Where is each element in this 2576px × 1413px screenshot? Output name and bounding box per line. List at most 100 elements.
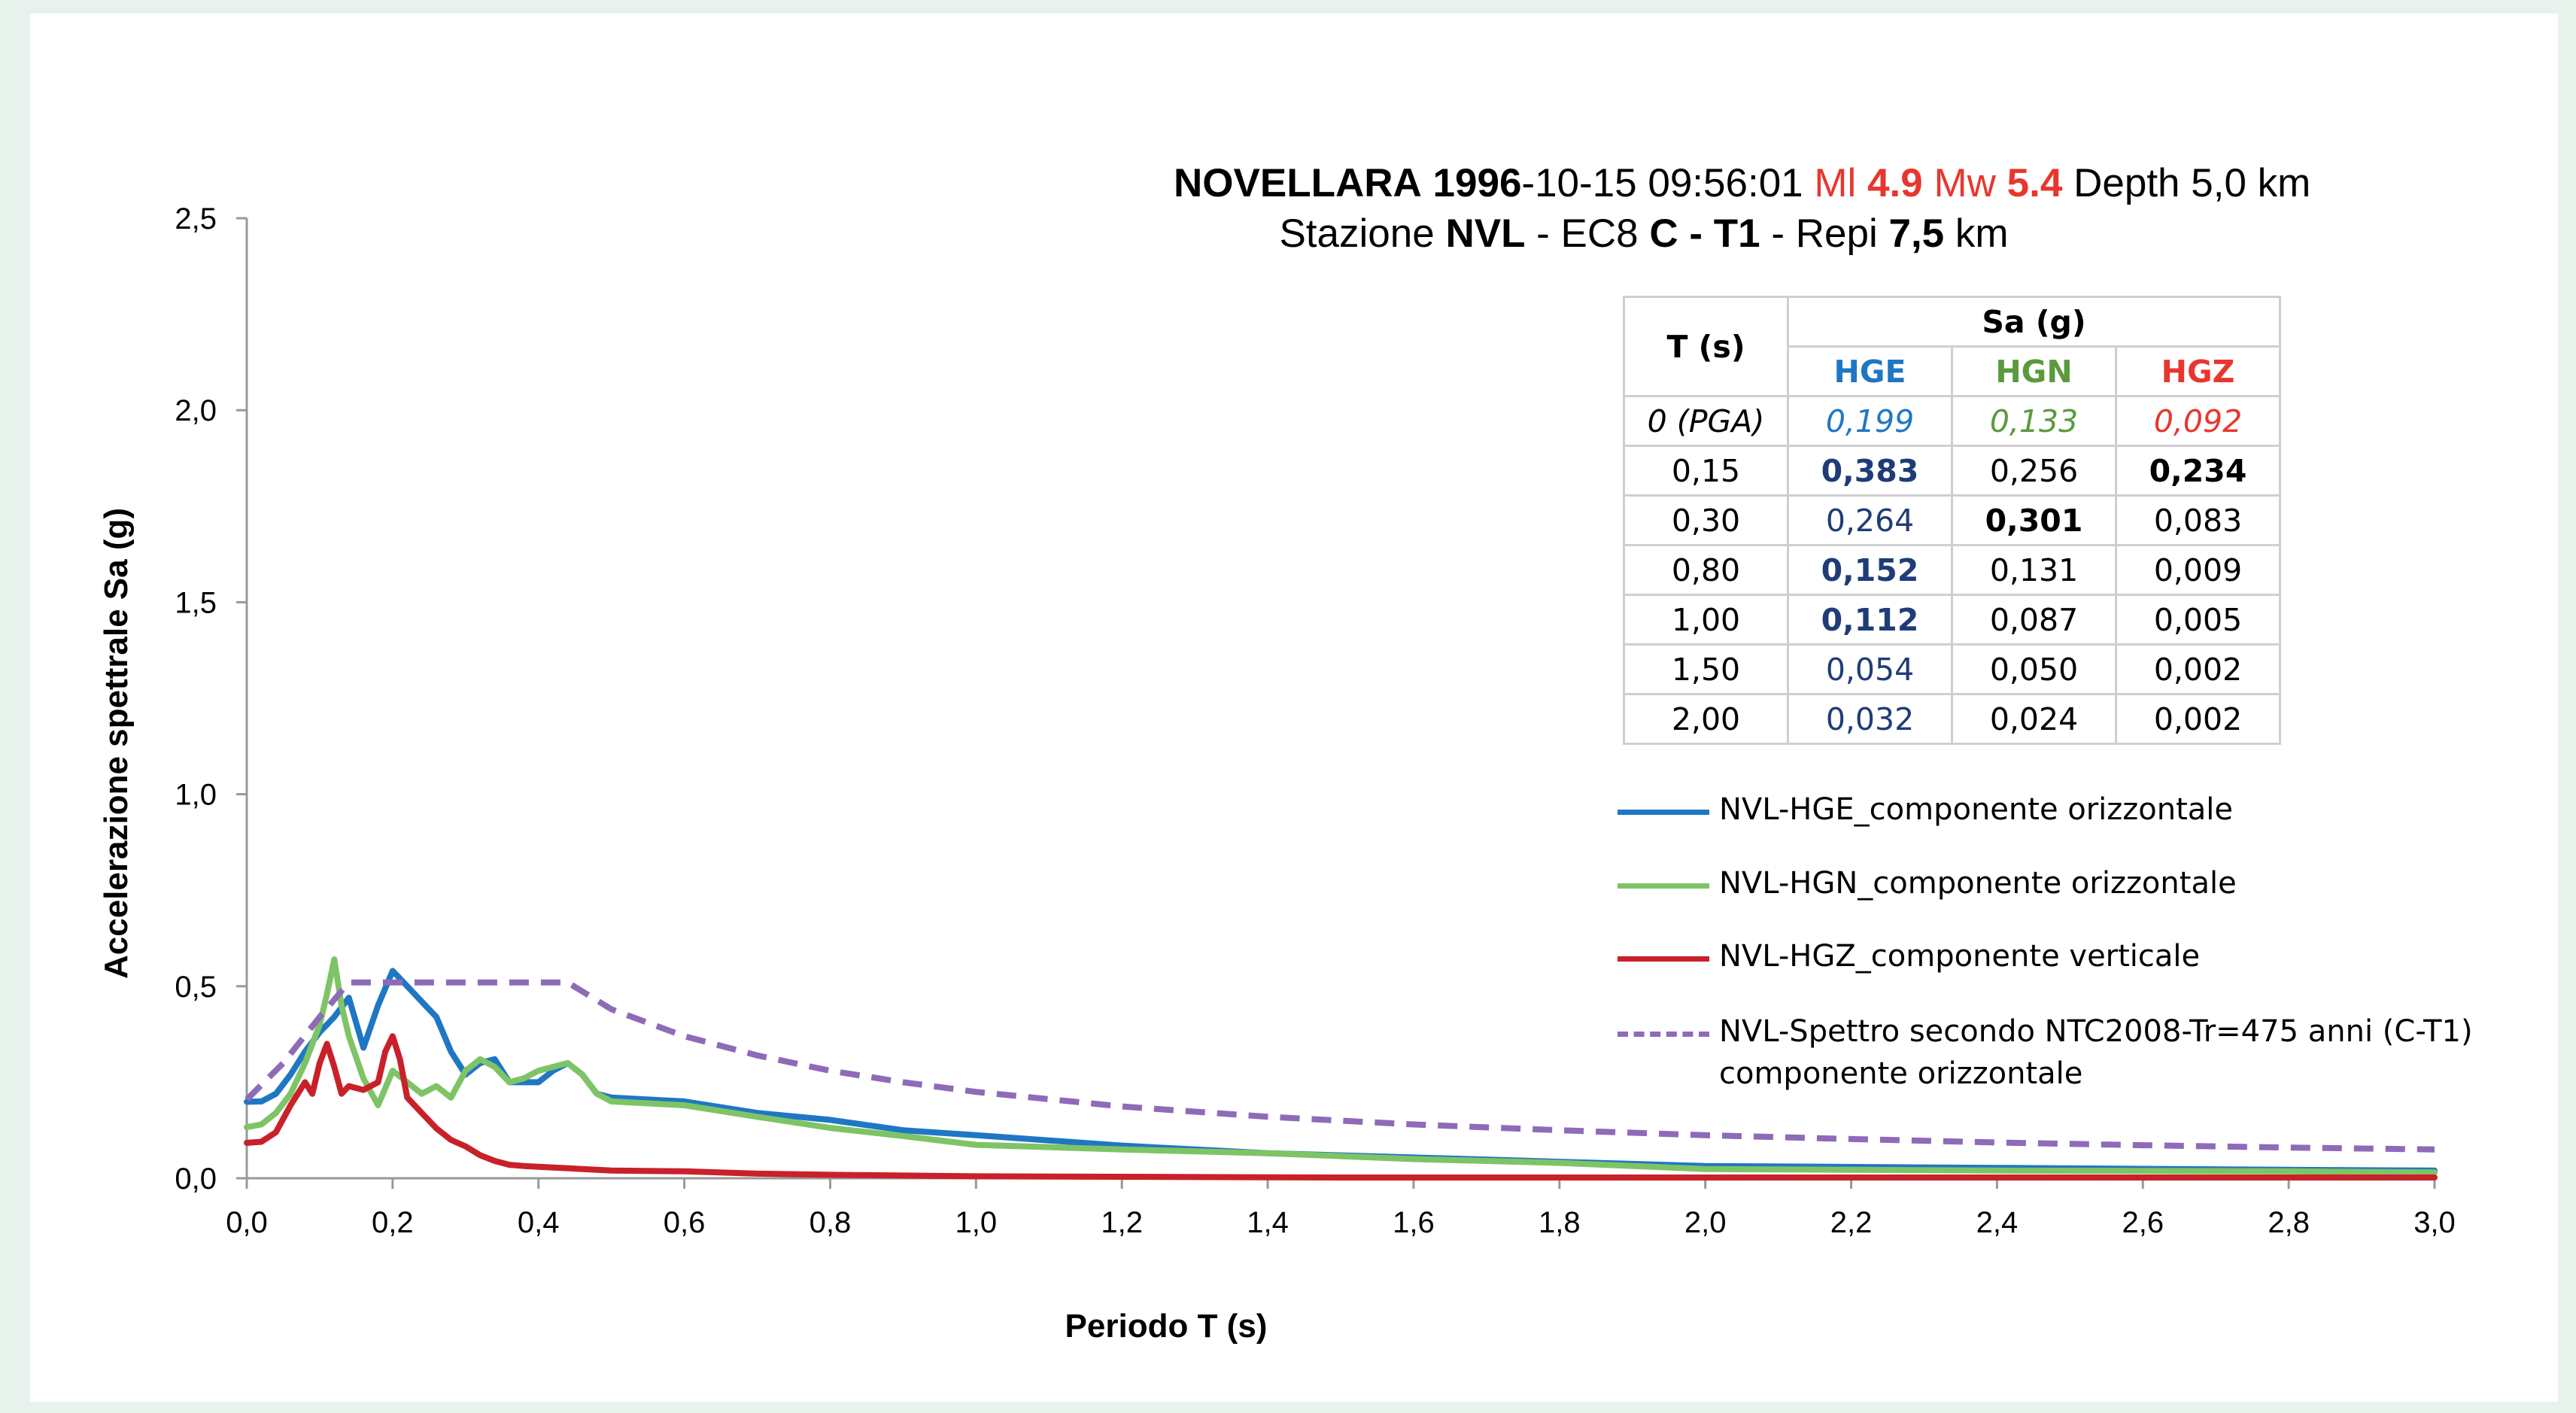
legend-swatch [1618, 956, 1709, 962]
table-column-headers: HGE HGN HGZ [1624, 345, 2281, 397]
x-tick-label: 1,6 [1393, 1206, 1435, 1239]
title-datetime: -10-15 09:56:01 [1521, 161, 1803, 205]
title-repi-label: - Repi [1771, 211, 1878, 256]
x-tick-label: 2,2 [1830, 1206, 1873, 1239]
y-tick-label: 2,5 [175, 202, 217, 235]
table-cell-value: 0,005 [2115, 594, 2281, 646]
table-cell-period: 0,15 [1623, 445, 1789, 497]
table-cell-period: 1,00 [1623, 594, 1789, 646]
legend-label-line: NVL-HGN_componente orizzontale [1719, 866, 2237, 901]
series-line-ntc2008-spectrum [245, 979, 2435, 1153]
title-repi-unit: km [1955, 211, 2009, 256]
title-ml-label: Ml [1814, 161, 1857, 205]
table-cell-value: 0,050 [1951, 643, 2117, 695]
table-cell-value: 0,131 [1951, 544, 2117, 596]
legend-label-line: NVL-HGE_componente orizzontale [1719, 792, 2234, 827]
x-tick-label: 2,4 [1976, 1206, 2019, 1239]
legend-label: NVL-HGZ_componente verticale [1719, 935, 2200, 977]
title-station: NVL [1445, 211, 1526, 256]
table-row: 0,15 0,383 0,256 0,234 [1623, 445, 2281, 497]
table-row: 0,80 0,152 0,131 0,009 [1623, 544, 2281, 596]
legend-label: NVL-Spettro secondo NTC2008-Tr=475 anni … [1719, 1010, 2473, 1095]
table-header-sa: Sa (g) [1787, 296, 2281, 348]
legend-label-line: componente orizzontale [1719, 1056, 2083, 1091]
title-mw-value: 5.4 [2006, 161, 2063, 205]
table-cell-value: 0,301 [1951, 494, 2117, 546]
x-tick-label: 1,0 [955, 1206, 998, 1239]
table-cell-value: 0,383 [1787, 445, 1953, 497]
y-tick-label: 0,0 [175, 1162, 217, 1196]
legend-swatch [1618, 883, 1709, 889]
table-cell-value: 0,133 [1951, 395, 2117, 447]
x-tick-label: 0,6 [664, 1206, 706, 1239]
y-tick-label: 2,0 [175, 394, 217, 427]
table-cell-period: 2,00 [1623, 693, 1789, 745]
table-cell-value: 0,054 [1787, 643, 1953, 695]
table-header-t: T (s) [1623, 296, 1789, 397]
x-tick-label: 2,6 [2122, 1206, 2164, 1239]
table-cell-period: 1,50 [1623, 643, 1789, 695]
y-axis-label: Accelerazione spettrale Sa (g) [98, 507, 135, 980]
x-tick-label: 0,4 [518, 1206, 560, 1239]
legend-label-line: NVL-HGZ_componente verticale [1719, 939, 2201, 974]
table-cell-value: 0,032 [1787, 693, 1953, 745]
table-body: 0 (PGA) 0,199 0,133 0,092 0,15 0,383 0,256 0,23… [1623, 395, 2281, 745]
table-cell-period: 0,80 [1623, 544, 1789, 596]
table-cell-value: 0,002 [2115, 693, 2281, 745]
table-cell-period: 0,30 [1623, 494, 1789, 546]
title-ec8: - EC8 [1536, 211, 1639, 256]
table-cell-value: 0,256 [1951, 445, 2117, 497]
title-repi-value: 7,5 [1888, 211, 1945, 256]
table-cell-value: 0,199 [1787, 395, 1953, 447]
table-row: 1,50 0,054 0,050 0,002 [1623, 643, 2281, 695]
title-mw-label: Mw [1934, 161, 1996, 205]
table-row: 0,30 0,264 0,301 0,083 [1623, 494, 2281, 546]
chart-title-line2: Stazione NVL - EC8 C - T1 - Repi 7,5 km [1174, 211, 2114, 257]
table-cell-value: 0,112 [1787, 594, 1953, 646]
legend-label: NVL-HGE_componente orizzontale [1719, 789, 2233, 831]
table-row: 0 (PGA) 0,199 0,133 0,092 [1623, 395, 2281, 447]
legend-swatch [1618, 1032, 1709, 1037]
series-line-hgn [244, 956, 2438, 1176]
table-cell-value: 0,087 [1951, 594, 2117, 646]
title-ml-value: 4.9 [1867, 161, 1923, 205]
title-place: NOVELLARA [1174, 161, 1422, 205]
table-cell-value: 0,009 [2115, 544, 2281, 596]
y-tick-label: 1,0 [175, 779, 217, 812]
title-year: 1996 [1432, 161, 1522, 205]
spectrum-chart: 0,0 0,5 1,0 1,5 2,0 2,5 0,0 0,2 0,4 0,6 0,8 1,0 1,2 1… [175, 202, 2456, 1239]
y-tick-label: 0,5 [175, 971, 217, 1004]
table-col-header-hge: HGE [1787, 345, 1953, 397]
chart-title-line1: NOVELLARA 1996-10-15 09:56:01 Ml 4.9 Mw … [1174, 160, 2310, 206]
table-col-header-hgn: HGN [1951, 345, 2117, 397]
table-cell-value: 0,234 [2115, 445, 2281, 497]
x-tick-label: 2,8 [2268, 1206, 2310, 1239]
table-row: 1,00 0,112 0,087 0,005 [1623, 594, 2281, 646]
table-cell-value: 0,152 [1787, 544, 1953, 596]
title-depth: Depth 5,0 km [2073, 161, 2311, 205]
table-cell-value: 0,092 [2115, 395, 2281, 447]
title-category: C - T1 [1649, 211, 1760, 256]
x-tick-label: 0,0 [226, 1206, 268, 1239]
table-cell-value: 0,264 [1787, 494, 1953, 546]
title-station-prefix: Stazione [1279, 211, 1435, 256]
legend-label: NVL-HGN_componente orizzontale [1719, 862, 2237, 904]
table-cell-value: 0,083 [2115, 494, 2281, 546]
table-cell-value: 0,024 [1951, 693, 2117, 745]
x-tick-label: 1,2 [1101, 1206, 1143, 1239]
chart-card: 0,0 0,5 1,0 1,5 2,0 2,5 0,0 0,2 0,4 0,6 0,8 1,0 1,2 1… [30, 14, 2558, 1402]
table-cell-value: 0,002 [2115, 643, 2281, 695]
y-tick-label: 1,5 [175, 586, 217, 619]
table-col-header-hgz: HGZ [2115, 345, 2281, 397]
x-tick-label: 0,2 [372, 1206, 414, 1239]
series-line-hgz [244, 1033, 2438, 1181]
x-tick-label: 3,0 [2413, 1206, 2456, 1239]
sa-values-table: T (s) Sa (g) HGE HGN HGZ 0 (PGA) 0,199 0,133… [1623, 296, 2281, 745]
x-tick-label: 2,0 [1684, 1206, 1727, 1239]
table-cell-period: 0 (PGA) [1623, 395, 1789, 447]
x-axis-label: Periodo T (s) [1065, 1308, 1268, 1345]
legend-swatch [1618, 810, 1709, 815]
table-row: 2,00 0,032 0,024 0,002 [1623, 693, 2281, 745]
x-tick-label: 1,4 [1247, 1206, 1289, 1239]
x-tick-label: 0,8 [810, 1206, 852, 1239]
